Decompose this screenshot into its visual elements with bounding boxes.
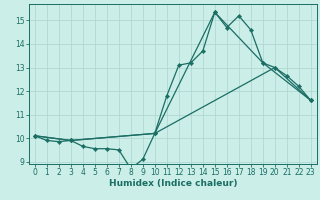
X-axis label: Humidex (Indice chaleur): Humidex (Indice chaleur) (108, 179, 237, 188)
